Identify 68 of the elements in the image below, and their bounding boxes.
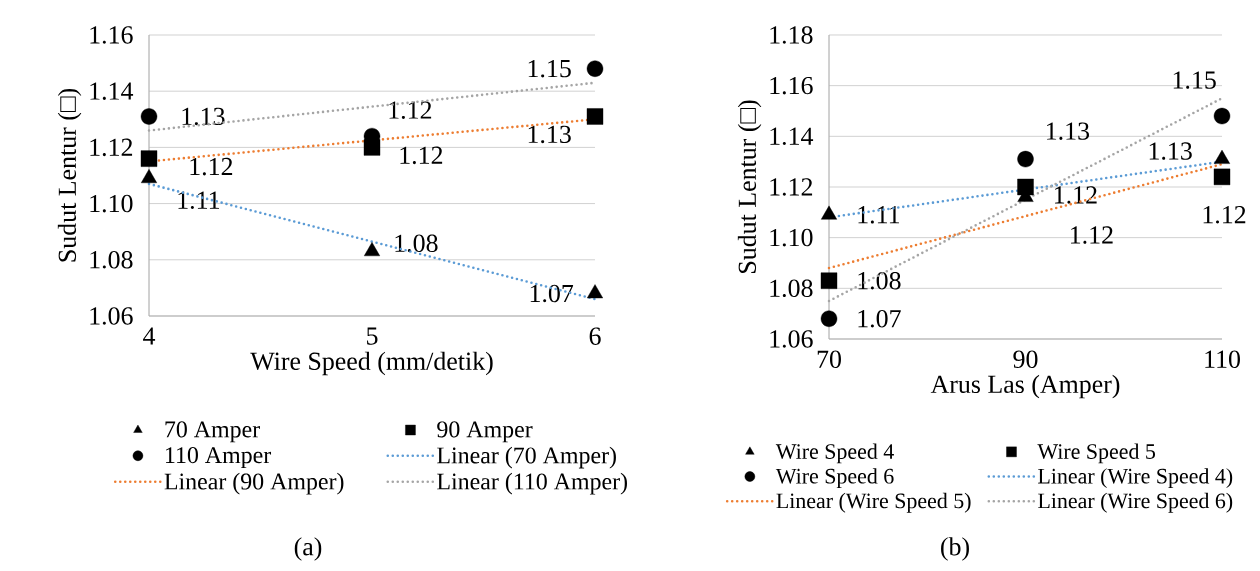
point <box>140 150 158 167</box>
data-label: 1.13 <box>1046 122 1090 140</box>
x-tick-label: 4 <box>143 327 156 345</box>
y-tick-label: 1.10 <box>90 194 133 213</box>
y-axis-title: Sudut Lentur (□) <box>737 100 762 273</box>
y-tick-label: 1.06 <box>770 330 813 348</box>
legend-label: Linear (70 Amper) <box>437 446 616 469</box>
data-label: 1.11 <box>178 191 220 210</box>
data-label: 1.13 <box>528 125 571 144</box>
data-label: 1.08 <box>858 271 901 290</box>
point <box>141 169 158 183</box>
point <box>1017 178 1034 196</box>
y-tick-label: 1.12 <box>90 138 133 157</box>
y-tick-label: 1.10 <box>770 228 813 247</box>
point <box>140 108 158 125</box>
y-tick-label: 1.12 <box>770 178 813 196</box>
data-label: 1.12 <box>400 146 443 165</box>
legend-label: Linear (Wire Speed 5) <box>776 492 971 513</box>
legend-label: 110 Amper <box>166 447 272 469</box>
x-tick-label: 70 <box>817 350 841 368</box>
text: (a) <box>294 537 322 561</box>
legend-label: Linear (90 Amper) <box>164 472 344 495</box>
data-label: 1.15 <box>1173 71 1216 89</box>
point <box>820 272 838 289</box>
x-tick-label: 5 <box>367 327 378 345</box>
data-label: 1.11 <box>858 206 900 224</box>
x-axis-title: Arus Las (Amper) <box>930 374 1120 399</box>
legend-label: 90 Amper <box>437 421 533 443</box>
y-tick-label: 1.18 <box>770 26 813 44</box>
legend-label: 70 Amper <box>165 421 260 443</box>
point <box>1213 168 1231 186</box>
data-label: 1.12 <box>389 101 432 119</box>
point <box>364 242 380 257</box>
y-tick-label: 1.16 <box>770 76 813 95</box>
legend-label: Wire Speed 5 <box>1037 443 1155 464</box>
data-label: 1.12 <box>1054 186 1097 204</box>
y-tick-label: 1.08 <box>90 250 133 269</box>
data-label: 1.07 <box>530 284 574 303</box>
data-label: 1.13 <box>182 107 225 126</box>
y-tick-label: 1.16 <box>90 26 133 44</box>
point <box>1213 107 1231 125</box>
legend-label: Wire Speed 6 <box>775 468 894 489</box>
data-label: 1.07 <box>858 309 901 328</box>
x-axis-title: Wire Speed (mm/detik) <box>250 351 493 376</box>
point <box>1017 150 1034 168</box>
data-label: 1.12 <box>190 157 233 176</box>
data-label: 1.13 <box>1149 142 1192 160</box>
y-tick-label: 1.06 <box>90 307 133 325</box>
point <box>820 310 838 327</box>
data-label: 1.12 <box>1070 226 1113 244</box>
y-tick-label: 1.14 <box>770 127 814 146</box>
data-label: 1.15 <box>528 59 571 78</box>
legend-label: Linear (110 Amper) <box>437 472 627 495</box>
y-tick-label: 1.14 <box>90 82 134 100</box>
point <box>586 60 604 77</box>
legend-label: Linear (Wire Speed 4) <box>1038 468 1233 489</box>
data-label: 1.12 <box>1203 206 1246 224</box>
x-tick-label: 6 <box>589 327 601 345</box>
point <box>586 108 604 125</box>
text: (b) <box>941 537 969 561</box>
x-tick-label: 90 <box>1013 350 1038 368</box>
data-label: 1.08 <box>395 234 438 253</box>
y-tick-label: 1.08 <box>770 279 813 298</box>
point <box>587 284 604 299</box>
legend-label: Wire Speed 4 <box>775 443 894 464</box>
legend-label: Linear (Wire Speed 6) <box>1038 492 1233 513</box>
y-axis-title: Sudut Lentur (□) <box>57 88 82 262</box>
x-tick-label: 110 <box>1205 350 1240 368</box>
